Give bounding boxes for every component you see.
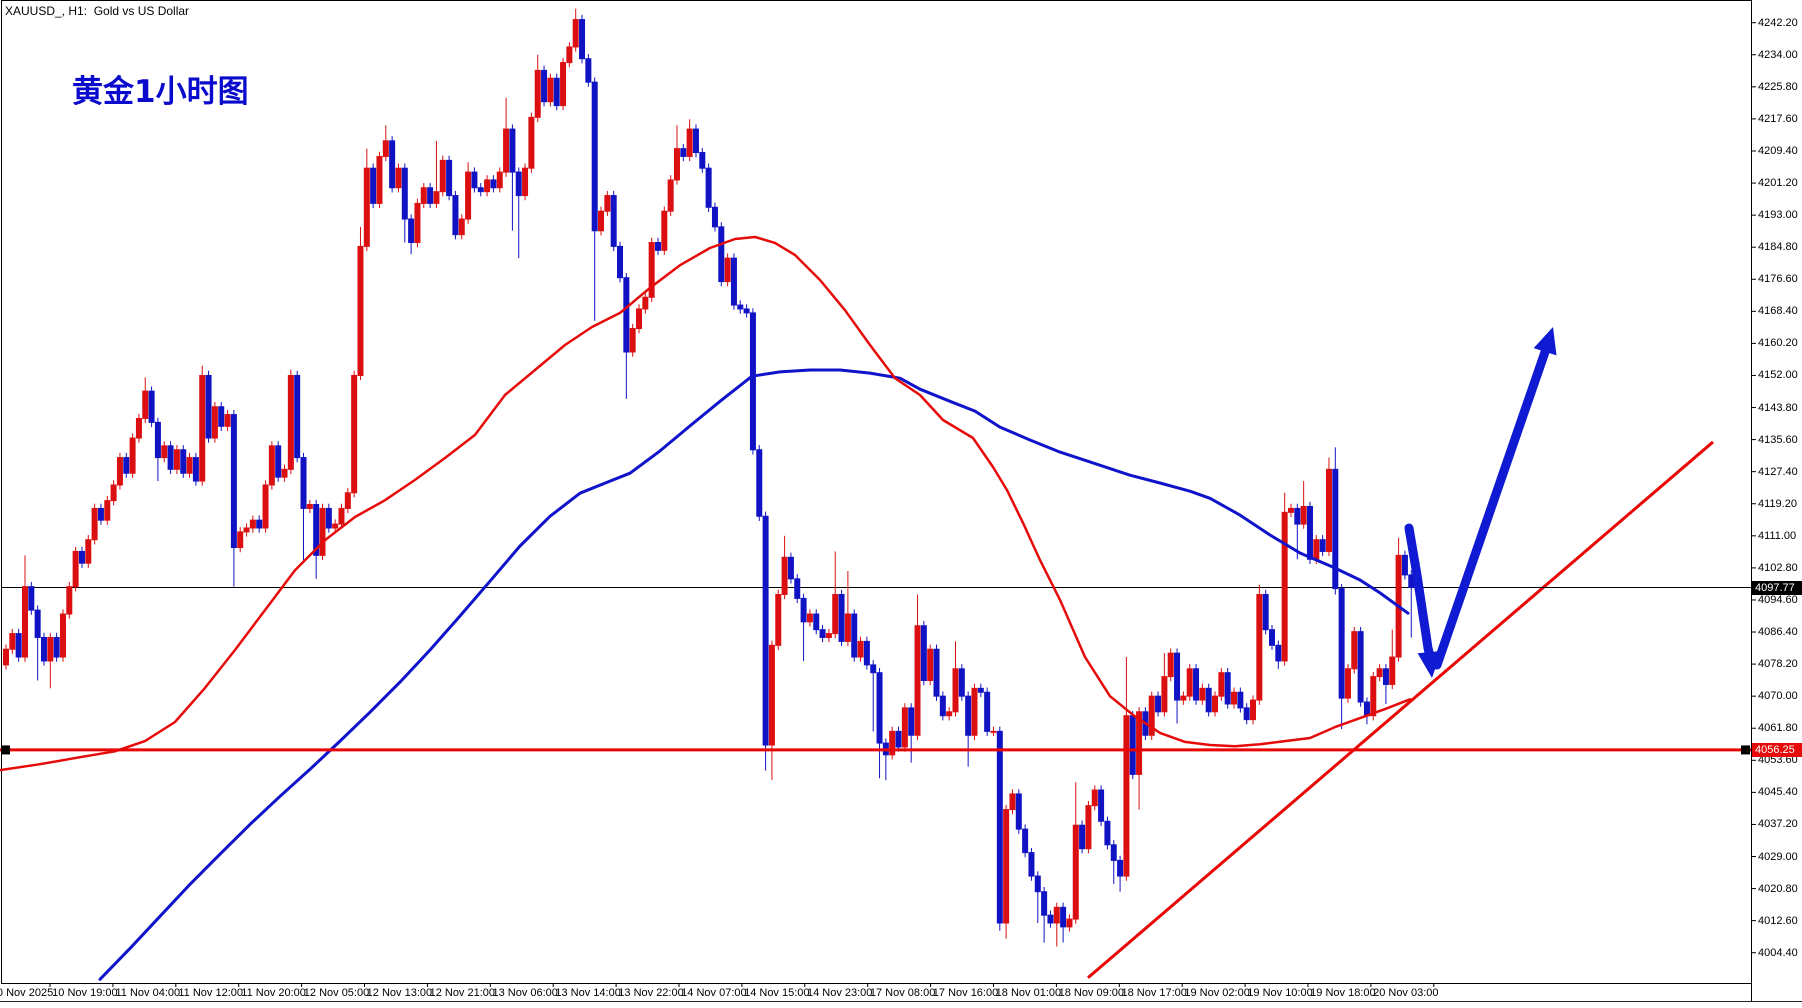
chart-annotation-label: 黄金1小时图 [72, 74, 249, 110]
price-axis-label: 4225.80 [1758, 80, 1798, 93]
price-axis-label: 4053.60 [1758, 754, 1798, 767]
bottom-separator [0, 1001, 1802, 1002]
price-axis-label: 4193.00 [1758, 209, 1798, 222]
price-axis-label: 4160.20 [1758, 337, 1798, 350]
projection-arrow[interactable] [1404, 327, 1557, 678]
price-axis-label: 4078.20 [1758, 658, 1798, 671]
price-axis-label: 4012.60 [1758, 914, 1798, 927]
price-axis-label: 4176.60 [1758, 273, 1798, 286]
price-axis-label: 4242.20 [1758, 16, 1798, 29]
price-axis-label: 4037.20 [1758, 818, 1798, 831]
support-hline[interactable] [0, 745, 1751, 755]
price-axis-label: 4143.80 [1758, 401, 1798, 414]
time-axis-label: 14 Nov 07:00 [681, 987, 747, 999]
price-axis-label: 4111.00 [1758, 529, 1797, 542]
price-axis-label: 4127.40 [1758, 465, 1798, 478]
time-axis-label: 18 Nov 17:00 [1121, 987, 1187, 999]
candles-layer [3, 8, 1415, 947]
current-price-badge: 4097.77 [1752, 580, 1802, 595]
trendline[interactable] [1087, 440, 1714, 979]
time-axis-label: 14 Nov 23:00 [806, 987, 873, 999]
time-axis-label: 18 Nov 09:00 [1058, 987, 1125, 999]
time-axis-label: 20 Nov 03:00 [1373, 987, 1439, 999]
time-axis-label: 12 Nov 05:00 [303, 987, 370, 999]
price-axis-label: 4094.60 [1758, 593, 1798, 606]
time-axis-label: 18 Nov 01:00 [995, 987, 1062, 999]
time-axis-label: 17 Nov 08:00 [869, 987, 936, 999]
price-axis-label: 4086.40 [1758, 626, 1798, 639]
ma-fast-red-line[interactable] [0, 235, 1412, 772]
time-axis-label: 19 Nov 02:00 [1184, 987, 1250, 999]
price-axis-label: 4070.00 [1758, 690, 1798, 703]
price-axis-label: 4045.40 [1758, 786, 1798, 799]
horizontal-scrollbar[interactable] [0, 1002, 1802, 1008]
time-axis-label: 11 Nov 04:00 [115, 987, 181, 999]
chart-symbol-title: XAUUSD_, H1: Gold vs US Dollar [5, 4, 190, 18]
price-axis-label: 4061.80 [1758, 722, 1798, 735]
price-axis-label: 4135.60 [1758, 433, 1798, 446]
time-axis-label: 12 Nov 13:00 [366, 987, 433, 999]
price-axis-label: 4217.60 [1758, 112, 1798, 125]
time-axis-label: 12 Nov 21:00 [429, 987, 496, 999]
price-axis-label: 4184.80 [1758, 241, 1798, 254]
hline-selection-handle[interactable] [1, 745, 10, 755]
price-axis-label: 4029.00 [1758, 850, 1798, 863]
time-axis-label: 13 Nov 06:00 [492, 987, 558, 999]
time-axis-label: 19 Nov 10:00 [1247, 987, 1313, 999]
price-axis-label: 4020.80 [1758, 882, 1798, 895]
time-axis-label: 11 Nov 12:00 [178, 987, 243, 999]
time-axis-label: 19 Nov 18:00 [1310, 987, 1376, 999]
time-axis-label: 14 Nov 15:00 [744, 987, 810, 999]
price-axis-label: 4119.20 [1758, 497, 1797, 510]
hline-selection-handle[interactable] [1741, 745, 1750, 755]
price-axis-label: 4234.00 [1758, 48, 1798, 61]
price-axis-label: 4152.00 [1758, 369, 1798, 382]
time-axis-label: 17 Nov 16:00 [932, 987, 999, 999]
time-axis-label: 10 Nov 2025 [0, 987, 54, 999]
ma-slow-blue-line[interactable] [98, 368, 1410, 981]
time-axis-label: 11 Nov 20:00 [241, 987, 306, 999]
time-axis-label: 13 Nov 22:00 [618, 987, 684, 999]
support-price-badge: 4056.25 [1752, 742, 1802, 757]
time-axis-label: 13 Nov 14:00 [555, 987, 621, 999]
price-axis-label: 4004.40 [1758, 946, 1798, 959]
price-axis-label: 4168.40 [1758, 305, 1798, 318]
price-axis-label: 4201.20 [1758, 177, 1798, 190]
time-axis-label: 10 Nov 19:00 [52, 987, 118, 999]
price-axis-label: 4209.40 [1758, 144, 1798, 157]
price-axis-label: 4102.80 [1758, 561, 1798, 574]
